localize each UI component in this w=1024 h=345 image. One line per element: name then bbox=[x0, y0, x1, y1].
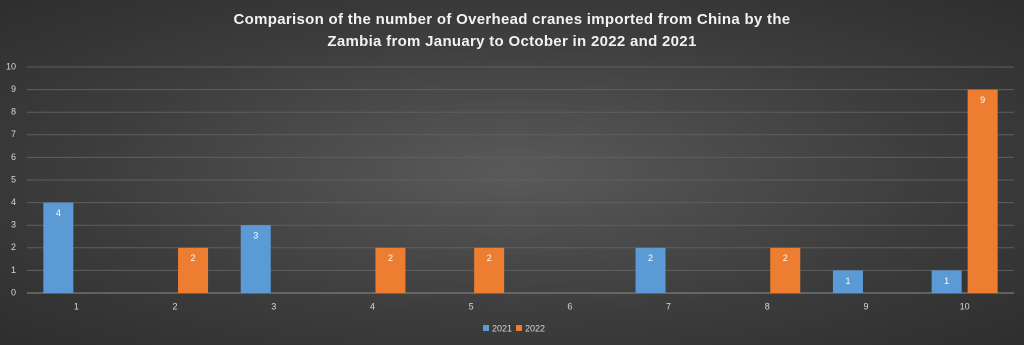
x-tick-label: 5 bbox=[469, 301, 474, 311]
legend-label: 2021 bbox=[492, 323, 512, 333]
data-label: 2 bbox=[388, 253, 393, 263]
x-tick-label: 6 bbox=[567, 301, 572, 311]
y-tick-label: 0 bbox=[11, 287, 16, 297]
y-tick-label: 7 bbox=[11, 129, 16, 139]
data-label: 2 bbox=[783, 253, 788, 263]
legend-swatch bbox=[516, 325, 522, 331]
y-tick-label: 5 bbox=[11, 174, 16, 184]
y-tick-label: 6 bbox=[11, 152, 16, 162]
x-tick-label: 8 bbox=[765, 301, 770, 311]
x-tick-label: 9 bbox=[863, 301, 868, 311]
bar bbox=[375, 247, 406, 293]
legend-label: 2022 bbox=[525, 323, 545, 333]
data-label: 9 bbox=[980, 95, 985, 105]
bar bbox=[178, 247, 209, 293]
x-tick-label: 10 bbox=[960, 301, 970, 311]
data-label: 2 bbox=[487, 253, 492, 263]
bar bbox=[770, 247, 801, 293]
x-tick-label: 7 bbox=[666, 301, 671, 311]
y-tick-label: 2 bbox=[11, 242, 16, 252]
data-label: 4 bbox=[56, 208, 61, 218]
data-label: 1 bbox=[944, 276, 949, 286]
y-tick-label: 10 bbox=[6, 61, 16, 71]
bar bbox=[635, 247, 666, 293]
bar bbox=[43, 202, 74, 293]
x-tick-label: 2 bbox=[173, 301, 178, 311]
data-label: 3 bbox=[253, 231, 258, 241]
data-label: 2 bbox=[648, 253, 653, 263]
chart-title: Comparison of the number of Overhead cra… bbox=[233, 11, 791, 50]
bar bbox=[240, 225, 271, 293]
y-tick-label: 8 bbox=[11, 107, 16, 117]
y-tick-label: 3 bbox=[11, 220, 16, 230]
bar bbox=[832, 270, 863, 293]
legend-swatch bbox=[483, 325, 489, 331]
bar bbox=[967, 89, 998, 293]
x-tick-label: 3 bbox=[271, 301, 276, 311]
data-label: 1 bbox=[845, 276, 850, 286]
bar bbox=[931, 270, 962, 293]
bar bbox=[474, 247, 505, 293]
x-tick-label: 4 bbox=[370, 301, 375, 311]
y-tick-label: 4 bbox=[11, 197, 16, 207]
y-tick-label: 1 bbox=[11, 265, 16, 275]
x-tick-label: 1 bbox=[74, 301, 79, 311]
data-label: 2 bbox=[191, 253, 196, 263]
y-tick-label: 9 bbox=[11, 84, 16, 94]
